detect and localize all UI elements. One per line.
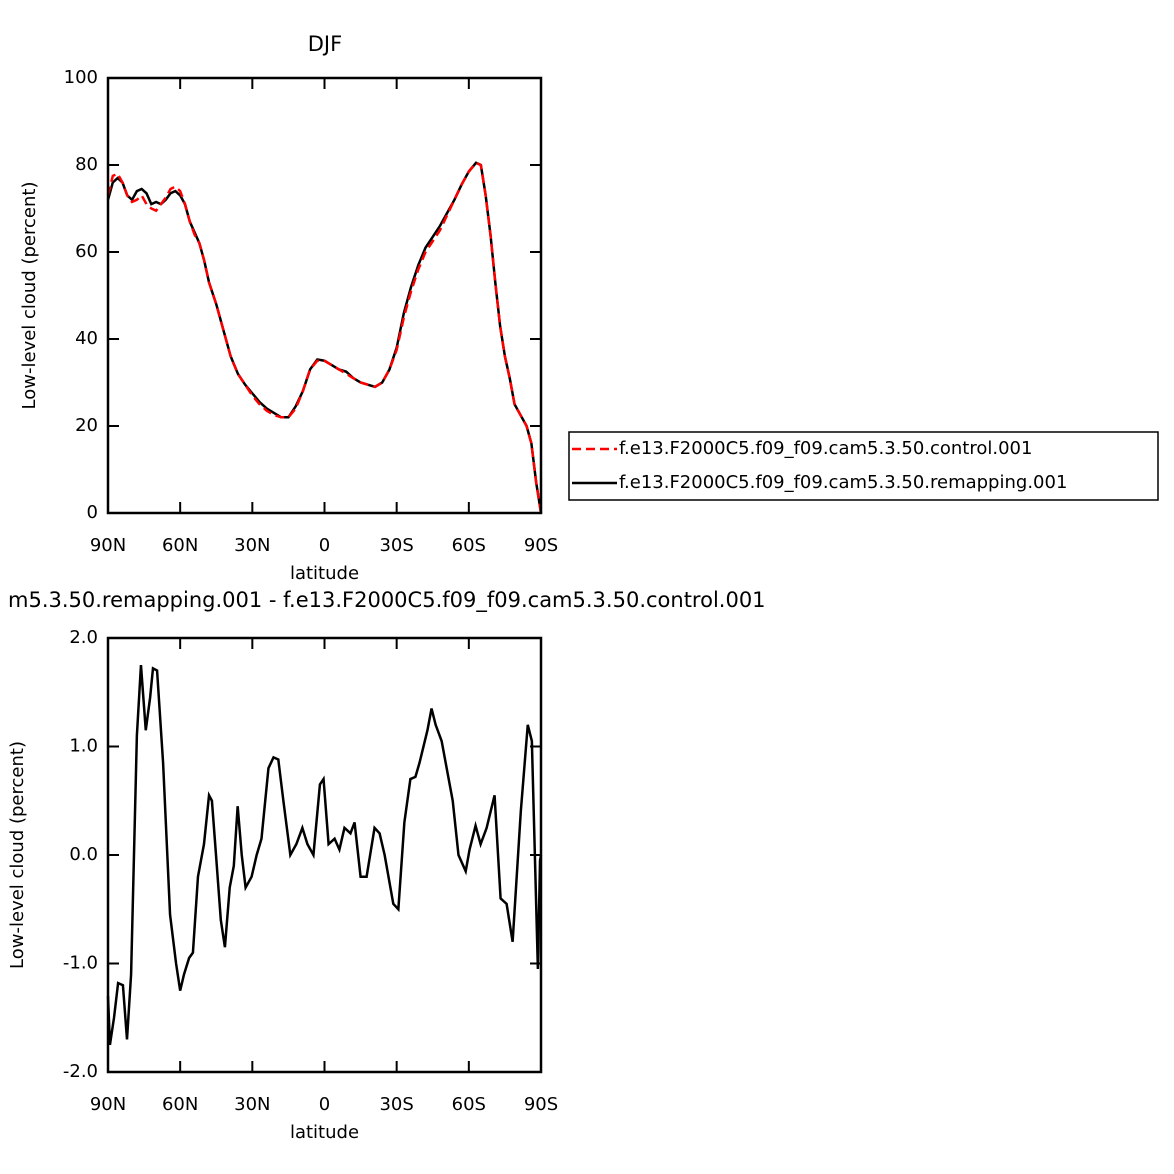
x-tick-label: 60N <box>162 1094 198 1115</box>
y-axis-label: Low-level cloud (percent) <box>7 741 28 969</box>
y-tick-label: -2.0 <box>63 1061 98 1082</box>
x-tick-label: 90S <box>524 535 558 556</box>
legend-label: f.e13.F2000C5.f09_f09.cam5.3.50.control.… <box>619 438 1032 459</box>
x-tick-label: 60N <box>162 535 198 556</box>
y-tick-label: 40 <box>75 328 98 349</box>
chart-title: DJF <box>308 32 342 56</box>
plot-frame <box>106 636 543 1074</box>
chart-title: m5.3.50.remapping.001 - f.e13.F2000C5.f0… <box>8 588 766 613</box>
legend-box <box>568 431 1159 501</box>
x-tick-label: 30S <box>379 535 413 556</box>
plot-frame <box>106 76 543 515</box>
y-tick-label: 20 <box>75 415 98 436</box>
y-tick-label: -1.0 <box>63 953 98 974</box>
x-tick-label: 0 <box>319 535 330 556</box>
y-tick-label: 2.0 <box>69 627 98 648</box>
x-axis-label: latitude <box>290 1122 359 1143</box>
x-tick-label: 30S <box>379 1094 413 1115</box>
data-line <box>106 161 543 514</box>
x-tick-label: 60S <box>452 535 486 556</box>
x-tick-label: 90S <box>524 1094 558 1115</box>
y-tick-label: 0.0 <box>69 844 98 865</box>
x-tick-label: 90N <box>90 1094 126 1115</box>
data-line <box>106 665 543 1046</box>
x-tick-label: 0 <box>319 1094 330 1115</box>
x-axis-label: latitude <box>290 563 359 584</box>
y-tick-label: 100 <box>64 67 98 88</box>
x-tick-label: 30N <box>234 1094 270 1115</box>
y-tick-label: 60 <box>75 241 98 262</box>
y-axis-label: Low-level cloud (percent) <box>19 182 40 410</box>
y-tick-label: 80 <box>75 154 98 175</box>
x-tick-label: 60S <box>452 1094 486 1115</box>
x-tick-label: 90N <box>90 535 126 556</box>
data-line <box>106 161 543 514</box>
y-tick-label: 0 <box>87 502 98 523</box>
x-tick-label: 30N <box>234 535 270 556</box>
legend-label: f.e13.F2000C5.f09_f09.cam5.3.50.remappin… <box>619 472 1067 493</box>
y-tick-label: 1.0 <box>69 736 98 757</box>
